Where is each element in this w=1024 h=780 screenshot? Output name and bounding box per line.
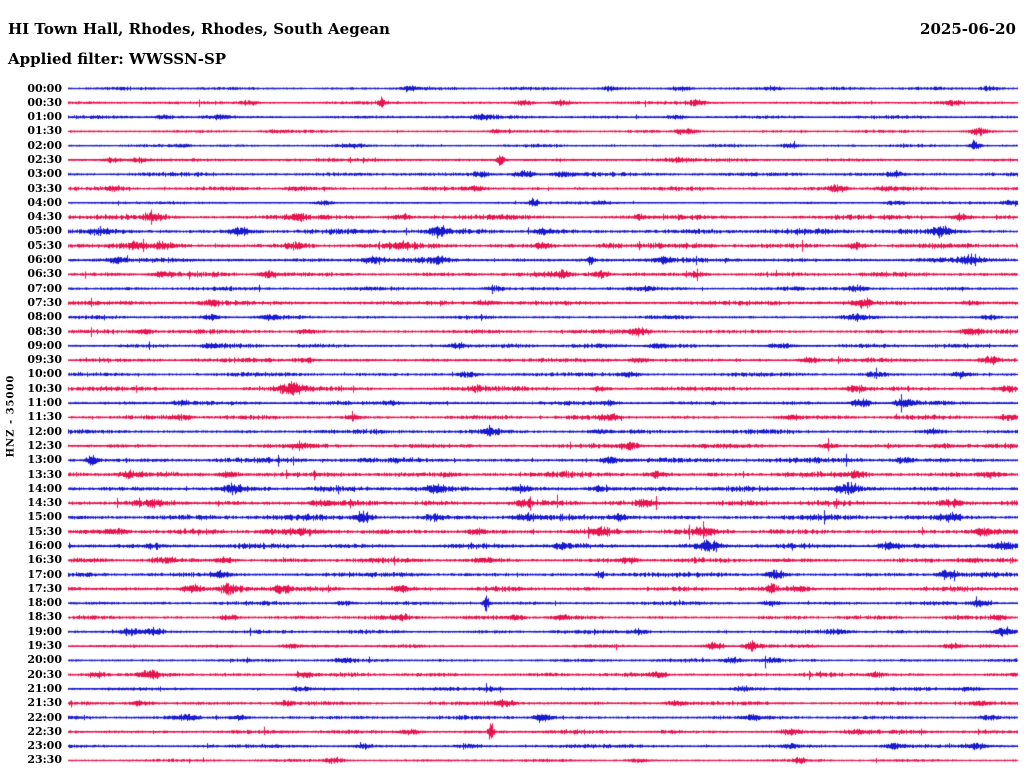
time-label: 18:30 (27, 610, 62, 624)
time-label: 16:30 (27, 553, 62, 567)
time-label: 17:00 (27, 567, 62, 581)
time-label: 20:00 (27, 653, 62, 667)
time-label: 04:00 (27, 195, 62, 209)
time-label: 03:30 (27, 181, 62, 195)
time-label: 07:00 (27, 281, 62, 295)
time-label: 10:30 (27, 381, 62, 395)
time-label: 01:00 (27, 110, 62, 124)
time-label: 19:00 (27, 624, 62, 638)
time-label: 06:30 (27, 267, 62, 281)
time-label: 12:30 (27, 438, 62, 452)
time-label: 09:30 (27, 353, 62, 367)
time-label: 09:00 (27, 338, 62, 352)
time-label: 11:30 (27, 410, 62, 424)
time-label: 04:30 (27, 210, 62, 224)
time-label: 18:00 (27, 596, 62, 610)
time-label: 13:30 (27, 467, 62, 481)
time-label: 14:00 (27, 481, 62, 495)
time-label: 23:30 (27, 753, 62, 767)
time-label: 22:30 (27, 724, 62, 738)
time-label: 20:30 (27, 667, 62, 681)
time-label: 08:30 (27, 324, 62, 338)
time-label: 00:00 (27, 81, 62, 95)
time-label: 19:30 (27, 639, 62, 653)
time-label: 08:00 (27, 310, 62, 324)
time-label: 17:30 (27, 581, 62, 595)
time-label: 03:00 (27, 167, 62, 181)
time-label: 22:00 (27, 710, 62, 724)
time-label: 23:00 (27, 739, 62, 753)
time-label: 06:00 (27, 253, 62, 267)
time-label: 07:30 (27, 295, 62, 309)
time-label: 21:30 (27, 696, 62, 710)
time-label: 13:00 (27, 453, 62, 467)
time-label: 00:30 (27, 95, 62, 109)
time-label: 15:00 (27, 510, 62, 524)
time-label: 02:30 (27, 152, 62, 166)
time-label: 02:00 (27, 138, 62, 152)
time-label: 01:30 (27, 124, 62, 138)
time-label: 21:00 (27, 681, 62, 695)
time-label: 11:00 (27, 396, 62, 410)
time-label: 12:00 (27, 424, 62, 438)
time-label: 14:30 (27, 496, 62, 510)
time-label: 10:00 (27, 367, 62, 381)
time-label: 05:30 (27, 238, 62, 252)
time-label: 05:00 (27, 224, 62, 238)
time-label: 16:00 (27, 539, 62, 552)
time-label: 15:30 (27, 524, 62, 538)
